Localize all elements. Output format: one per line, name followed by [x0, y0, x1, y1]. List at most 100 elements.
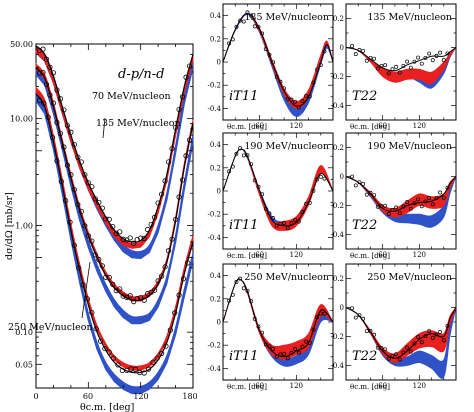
panel-data-point [263, 206, 268, 211]
main-data-point [141, 370, 147, 376]
main-data-point [102, 345, 108, 352]
panel-xtick-label: 60 [255, 251, 264, 259]
panel-data-point [289, 97, 294, 102]
panel-data-point [230, 37, 235, 42]
panel-data-point [311, 80, 316, 85]
main-data-point [67, 219, 73, 225]
panel-xlabel: θc.m. [deg] [350, 252, 390, 260]
main-data-point [89, 184, 95, 190]
panel-data-point [441, 58, 446, 63]
panel-data-point [274, 354, 279, 359]
main-data-point [64, 162, 71, 168]
panel-data-point [383, 203, 388, 208]
main-xtick-60: 60 [83, 392, 93, 401]
panel-data-point [227, 298, 232, 303]
main-data-point [154, 355, 160, 361]
panel-ytick-label: 0.4 [210, 12, 222, 20]
panel-data-point [304, 93, 309, 98]
main-data-point [176, 292, 182, 298]
panel-data-point [322, 49, 327, 54]
panel-data-point [274, 223, 279, 228]
main-data-point [61, 107, 67, 113]
panel-data-point [293, 99, 298, 104]
panel-data-point [357, 180, 362, 185]
main-data-point [138, 235, 144, 241]
main-data-point [167, 327, 173, 333]
main-data-point [40, 69, 46, 76]
main-black-curve-70 [35, 45, 194, 243]
panel-data-point [427, 329, 432, 334]
main-data-point [131, 299, 137, 305]
panel-data-point [315, 177, 320, 182]
panel-data-point [241, 19, 246, 24]
main-data-point [148, 221, 154, 228]
panel-data-point [412, 201, 417, 206]
main-data-point [47, 64, 53, 70]
panel-data-point [357, 48, 362, 52]
panel-black-curve [222, 12, 334, 107]
panel-data-point [238, 276, 243, 281]
panel-xlabel: θc.m. [deg] [227, 383, 267, 391]
panel-data-point [408, 206, 413, 211]
main-data-point [84, 296, 91, 302]
main-data-point [71, 242, 77, 248]
panel-data-point [390, 207, 395, 212]
annotation-250-pointer [81, 261, 91, 319]
annotation-250: 250 MeV/nucleon [8, 322, 93, 333]
panel-data-point [383, 63, 388, 68]
panel-energy-label: 135 MeV/nucleon [367, 12, 452, 23]
panel-energy-label: 250 MeV/nucleon [367, 272, 452, 283]
main-data-point [43, 81, 50, 87]
panel-xlabel: θc.m. [deg] [227, 123, 267, 131]
panel-data-point [256, 184, 261, 189]
panel-data-point [238, 18, 243, 23]
panel-iT11_190: 0.4 0.2 0 -0.2 -0.4 60 120 θc.m. [deg] 190 MeV/n… [208, 132, 334, 260]
analyzing-power-panels: 0.4 0.2 0 -0.2 -0.4 60 120 θc.m. [deg] 135 MeV/n… [208, 3, 457, 391]
panel-data-point [271, 216, 276, 220]
main-data-point [103, 216, 109, 222]
panel-data-point [408, 349, 413, 354]
main-data-point [78, 208, 84, 215]
panel-data-point [445, 51, 450, 56]
panel-data-point [300, 99, 305, 104]
main-data-point [57, 96, 64, 102]
panel-data-point [397, 357, 402, 362]
panel-data-point [318, 63, 323, 68]
main-xtick-180: 180 [182, 392, 197, 401]
panel-data-point [441, 195, 446, 200]
panel-energy-label: 250 MeV/nucleon [244, 272, 329, 283]
panel-data-point [353, 52, 358, 57]
main-data-point [54, 119, 60, 126]
panel-observable-label: T22 [352, 89, 377, 104]
main-data-point [50, 70, 57, 76]
main-data-point [36, 97, 43, 103]
panel-xtick-label: 120 [290, 122, 303, 130]
panel-data-point [307, 340, 312, 345]
cross-section-panel: 10.00 1.00 0.10 0.05 d-p/n-d 70 MeV/nucleon… [4, 40, 198, 412]
main-data-point [110, 224, 116, 230]
panel-T22_135: 0.2 0 -0.2 -0.4 60 120 θc.m. [deg] 135 MeV/nucl… [331, 3, 457, 131]
panel-data-point [278, 79, 283, 84]
panel-data-point [441, 338, 446, 343]
panel-data-point [230, 164, 235, 169]
panel-data-point [438, 50, 443, 55]
panel-black-curve [345, 47, 457, 72]
panel-xlabel: θc.m. [deg] [227, 252, 267, 260]
panel-ytick-label: 0 [340, 304, 344, 312]
main-data-point [169, 146, 175, 152]
main-data-point [120, 236, 126, 242]
panel-data-point [423, 55, 428, 60]
panel-data-point [249, 299, 254, 304]
panel-energy-label: 190 MeV/nucleon [244, 141, 329, 152]
panel-data-point [307, 94, 312, 99]
panel-data-point [227, 41, 232, 46]
panel-data-point [304, 201, 309, 206]
panel-xtick-label: 60 [378, 251, 387, 259]
panel-xtick-label: 120 [413, 382, 426, 390]
panel-data-point [386, 356, 391, 361]
main-data-point [58, 178, 64, 185]
panel-data-point [379, 346, 384, 351]
panel-ytick-label: 0 [217, 188, 221, 196]
main-data-point [159, 273, 165, 279]
